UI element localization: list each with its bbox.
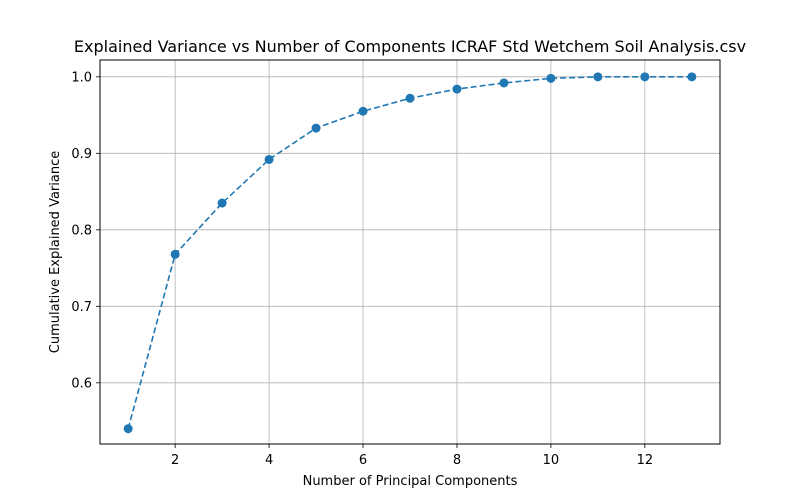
y-tick-label: 0.6 [71,376,92,391]
x-tick-label: 10 [543,453,560,468]
series-layer [123,72,697,434]
data-point [452,84,462,94]
data-point [170,249,180,259]
data-point [499,78,509,88]
grid-layer [100,60,720,444]
data-point [358,106,368,116]
data-point [405,93,415,103]
y-tick-label: 1.0 [71,70,92,85]
data-point [640,72,650,82]
data-point [593,72,603,82]
chart-title: Explained Variance vs Number of Componen… [74,37,746,56]
y-tick-label: 0.8 [71,223,92,238]
x-tick-label: 6 [359,453,367,468]
ticks-layer: 2 4 6 8 10 12 0.6 0.7 0.8 0.9 1.0 [71,70,653,468]
x-tick-label: 4 [265,453,273,468]
data-point [687,72,697,82]
data-point [217,198,227,208]
x-tick-label: 2 [171,453,179,468]
y-tick-label: 0.7 [71,300,92,315]
y-axis-label: Cumulative Explained Variance [48,151,63,353]
x-tick-label: 8 [453,453,461,468]
plot-area-frame [99,59,721,445]
x-tick-label: 12 [637,453,654,468]
data-point [123,424,133,434]
data-point [546,73,556,83]
x-axis-label: Number of Principal Components [303,474,518,489]
y-tick-label: 0.9 [71,147,92,162]
series-line [127,76,692,429]
data-point [311,123,321,133]
data-point [264,154,274,164]
